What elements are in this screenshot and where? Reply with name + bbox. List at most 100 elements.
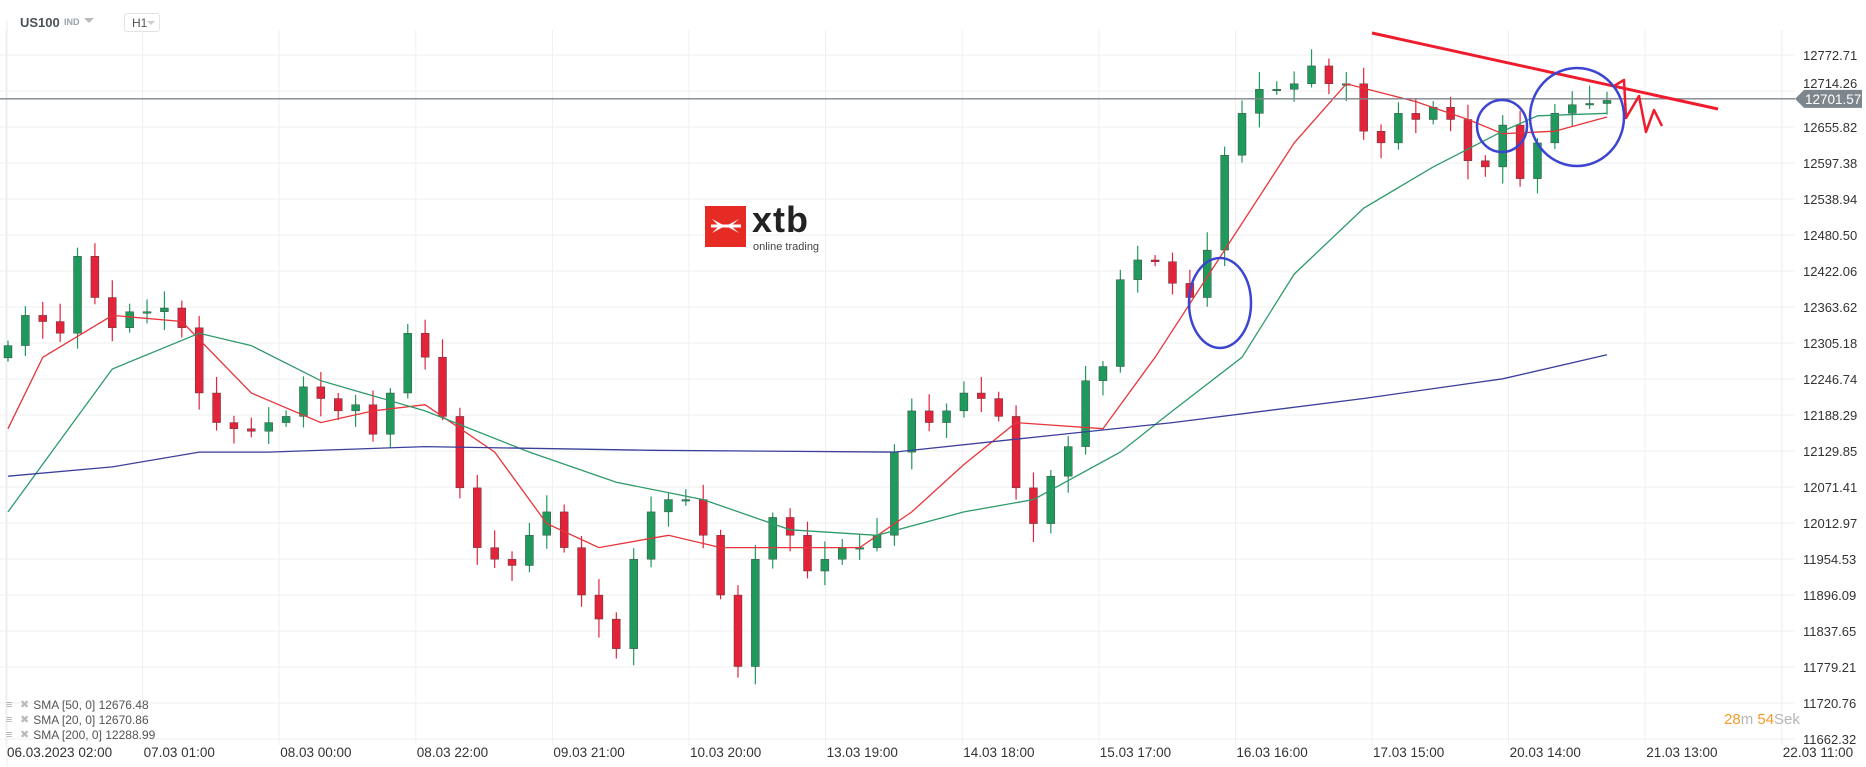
remove-icon[interactable]: ✖	[20, 714, 30, 726]
x-axis-tick-label: 09.03 21:00	[553, 745, 624, 760]
settings-list-icon[interactable]: ≡	[6, 699, 13, 711]
candle	[542, 495, 551, 549]
y-axis-tick-label: 12188.29	[1803, 408, 1857, 423]
candle	[281, 410, 291, 427]
candle	[299, 376, 308, 428]
candle	[1255, 72, 1264, 128]
candle-body	[924, 410, 934, 423]
y-axis-tick-label: 12071.41	[1803, 480, 1857, 495]
candle	[1307, 49, 1316, 88]
candle-body	[1411, 113, 1421, 120]
candle	[1359, 67, 1368, 140]
candle	[1272, 81, 1281, 95]
candle-countdown: 28m 54Sek	[1724, 711, 1800, 728]
candle	[1411, 97, 1421, 134]
candle-body	[490, 547, 499, 560]
candle-body	[316, 386, 326, 399]
y-axis-tick-label: 11720.76	[1803, 696, 1856, 711]
y-axis-tick-label: 12422.06	[1803, 264, 1857, 279]
sma-line-50	[7, 112, 1608, 536]
candle	[716, 529, 725, 600]
remove-icon[interactable]: ✖	[20, 729, 30, 741]
candle-body	[733, 594, 743, 667]
circle-drawing	[1475, 98, 1529, 154]
current-price-tag	[1795, 89, 1862, 108]
candle	[612, 612, 621, 659]
candle-body	[716, 535, 725, 596]
candle	[664, 493, 673, 527]
candle	[629, 548, 638, 666]
candle-body	[1081, 380, 1090, 447]
candle-body	[264, 422, 273, 432]
candles	[3, 49, 1612, 685]
candle-body	[959, 392, 969, 412]
x-axis-tick-label: 22.03 11:00	[1783, 745, 1853, 760]
symbol-dropdown-icon[interactable]	[84, 18, 94, 23]
candle	[820, 541, 830, 586]
countdown-seconds-unit: Sek	[1774, 711, 1800, 728]
candle	[1568, 91, 1577, 127]
candle	[473, 474, 482, 565]
candle	[959, 381, 969, 418]
y-axis-tick-label: 12305.18	[1803, 336, 1857, 351]
candle-body	[594, 594, 604, 620]
candle-body	[3, 345, 13, 359]
candle-body	[473, 487, 482, 548]
y-axis-tick-label: 12714.26	[1803, 76, 1857, 91]
indicator-label: SMA [20, 0] 12670.86	[33, 713, 149, 727]
candle-body	[1116, 279, 1125, 367]
settings-list-icon[interactable]: ≡	[6, 714, 13, 726]
candle	[1168, 252, 1177, 295]
candle-body	[1289, 83, 1299, 90]
candle	[1463, 104, 1473, 180]
y-axis-tick-label: 12597.38	[1803, 156, 1857, 171]
indicator-legend: ≡ ✖ SMA [50, 0] 12676.48 ≡ ✖ SMA [20, 0] 126…	[6, 698, 155, 743]
countdown-minutes: 28	[1724, 711, 1741, 728]
candle	[351, 394, 360, 427]
candle	[90, 243, 100, 305]
candle	[1098, 360, 1108, 396]
candle-body	[1550, 113, 1560, 144]
remove-icon[interactable]: ✖	[20, 699, 30, 711]
candle	[594, 579, 604, 638]
y-axis-tick-label: 11837.65	[1803, 624, 1856, 639]
candle	[681, 489, 691, 506]
candle-body	[977, 392, 986, 399]
timeframe-select[interactable]: H1	[124, 13, 160, 32]
y-axis-tick-label: 11954.53	[1803, 552, 1856, 567]
candle-body	[73, 256, 82, 334]
candle	[907, 398, 916, 470]
candle	[1237, 100, 1247, 163]
x-axis-tick-label: 15.03 17:00	[1100, 745, 1171, 760]
candle-body	[1064, 446, 1073, 477]
freehand-drawing	[1613, 78, 1664, 134]
candle	[108, 280, 117, 342]
candle	[1150, 255, 1160, 267]
y-axis-tick-label: 11662.32	[1803, 732, 1856, 747]
circle-drawing	[1187, 256, 1253, 350]
candle	[3, 340, 13, 362]
candle-body	[1307, 65, 1316, 84]
candle	[1081, 365, 1090, 455]
candle	[942, 403, 951, 438]
candle-body	[142, 311, 152, 314]
x-axis-tick-label: 10.03 20:00	[690, 745, 761, 760]
candle	[1428, 101, 1438, 125]
candle-body	[890, 451, 899, 536]
candle-body	[1602, 100, 1612, 104]
candle-body	[751, 559, 760, 667]
candle-body	[1568, 104, 1577, 114]
candle-body	[420, 333, 430, 358]
current-price-label: 12701.57	[1805, 92, 1861, 107]
candle	[212, 376, 221, 431]
candle-body	[108, 297, 117, 328]
x-axis-tick-label: 08.03 22:00	[417, 745, 488, 760]
x-axis-tick-label: 16.03 16:00	[1236, 745, 1307, 760]
symbol-label[interactable]: US100	[20, 15, 60, 30]
settings-list-icon[interactable]: ≡	[6, 729, 13, 741]
candle	[1481, 155, 1490, 177]
candle	[420, 319, 430, 370]
candle	[229, 415, 239, 444]
candle-body	[160, 307, 169, 312]
